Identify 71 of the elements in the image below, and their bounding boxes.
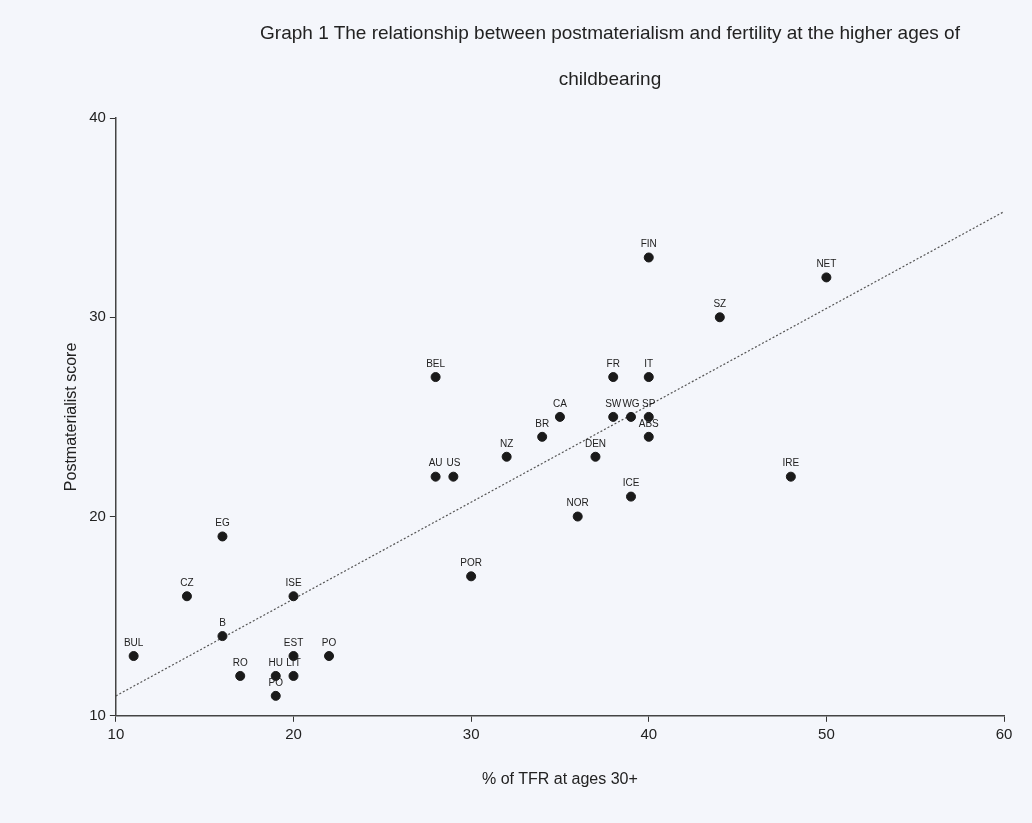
point	[590, 451, 601, 462]
y-tick-label: 10	[89, 705, 106, 723]
annotation: CA	[552, 397, 568, 409]
annotation: BUL	[123, 636, 144, 648]
annotation: SP	[642, 397, 656, 409]
point	[537, 431, 548, 442]
point	[608, 411, 619, 422]
point	[714, 312, 725, 323]
x-tick-label: 30	[462, 724, 480, 742]
annotation: CZ	[180, 576, 194, 588]
y-tick-label: 40	[89, 108, 106, 126]
x-axis-title: % of TFR at ages 30+	[482, 769, 638, 787]
point	[643, 252, 654, 263]
point	[270, 690, 281, 701]
point	[235, 670, 246, 681]
annotation: POR	[460, 557, 482, 569]
point	[572, 511, 583, 522]
y-tick-label: 20	[89, 506, 106, 524]
point	[608, 372, 619, 383]
annotation: PO	[268, 676, 284, 688]
annotation: FIN	[640, 238, 657, 250]
point	[217, 631, 228, 642]
chart-title: Graph 1 The relationship between postmaterialism and fertility at the higher ages of childbearing	[260, 22, 960, 89]
annotation: ICE	[622, 477, 640, 489]
annotation: ABS	[638, 417, 660, 429]
point	[430, 471, 441, 482]
annotation: DEN	[584, 437, 607, 449]
point	[181, 591, 192, 602]
point	[466, 571, 477, 582]
point	[821, 272, 832, 283]
x-tick-label: 60	[995, 724, 1013, 742]
x-tick-label: 40	[640, 724, 658, 742]
annotation: ISE	[285, 576, 302, 588]
annotation: NOR	[566, 497, 589, 509]
point	[785, 471, 796, 482]
annotation: AU	[428, 457, 443, 469]
annotation: RO	[232, 656, 248, 668]
annotation: SZ	[713, 298, 727, 310]
y-tick-label: 30	[89, 307, 106, 325]
annotation: BR	[535, 417, 550, 429]
annotation: WG	[622, 397, 640, 409]
annotation: B	[219, 616, 227, 628]
point	[217, 531, 228, 542]
annotation: BEL	[426, 357, 446, 369]
x-tick-label: 10	[107, 724, 125, 742]
point	[128, 651, 139, 662]
point	[625, 411, 636, 422]
annotation: FR	[606, 357, 620, 369]
point	[430, 372, 441, 383]
x-tick-label: 50	[818, 724, 835, 742]
point	[288, 670, 299, 681]
point	[554, 411, 565, 422]
y-axis-title: Postmaterialist score	[62, 342, 80, 492]
annotation: PO	[321, 636, 337, 648]
point	[288, 591, 299, 602]
annotation: IRE	[782, 457, 800, 469]
point	[625, 491, 636, 502]
annotation: EST	[283, 636, 304, 648]
annotation: SW	[605, 397, 622, 409]
annotation: NZ	[499, 437, 514, 449]
annotation: NET	[816, 258, 837, 270]
point	[324, 651, 335, 662]
x-tick-label: 20	[285, 724, 302, 742]
point	[643, 372, 654, 383]
annotation: HU	[268, 656, 283, 668]
point	[643, 431, 654, 442]
annotation: IT	[644, 357, 654, 369]
annotation: US	[446, 457, 461, 469]
point	[501, 451, 512, 462]
point	[448, 471, 459, 482]
annotation: EG	[215, 517, 230, 529]
